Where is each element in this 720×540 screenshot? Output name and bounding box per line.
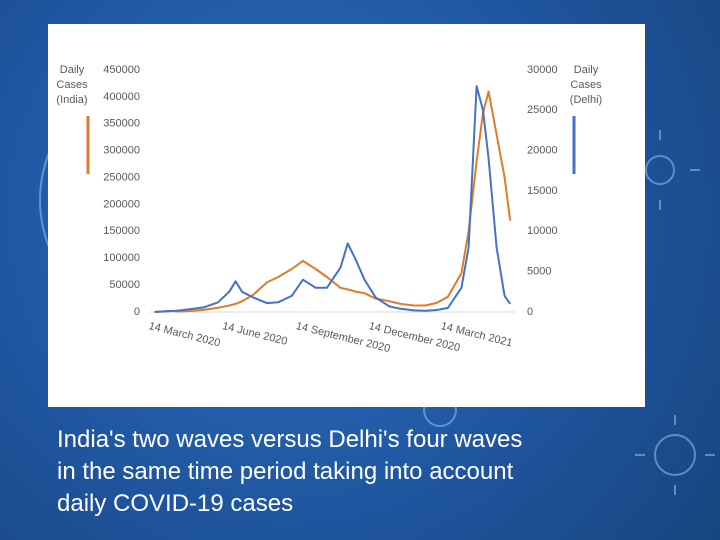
caption-line: in the same time period taking into acco…	[57, 458, 514, 485]
x-tick-label: 14 March 2020	[147, 320, 221, 349]
chart: 0500001000001500002000002500003000003500…	[56, 64, 602, 355]
y-tick-label: 450000	[103, 64, 140, 76]
y2-tick-label: 10000	[527, 225, 558, 237]
y-tick-label: 400000	[103, 91, 140, 103]
caption: India's two waves versus Delhi's four wa…	[57, 424, 522, 520]
y-tick-label: 350000	[103, 118, 140, 130]
y-tick-label: 150000	[103, 225, 140, 237]
series-line	[154, 85, 512, 313]
caption-line: India's two waves versus Delhi's four wa…	[57, 426, 523, 453]
y-axis-label: Cases	[56, 79, 88, 91]
y-tick-label: 100000	[103, 252, 140, 264]
y-tick-label: 300000	[103, 145, 140, 157]
y-tick-label: 250000	[103, 171, 140, 183]
y2-tick-label: 0	[527, 306, 533, 318]
y-axis-label: Daily	[60, 64, 85, 76]
caption-line: daily COVID-19 cases	[57, 490, 294, 517]
y2-tick-label: 20000	[527, 145, 558, 157]
y2-tick-label: 15000	[527, 185, 558, 197]
y-axis-label: (India)	[56, 94, 87, 106]
y2-tick-label: 30000	[527, 64, 558, 76]
x-tick-label: 14 June 2020	[221, 320, 289, 348]
y2-axis-label: Daily	[574, 64, 599, 76]
y2-axis-label: (Delhi)	[570, 94, 602, 106]
y2-axis-label: Cases	[570, 79, 602, 91]
y2-tick-label: 25000	[527, 104, 558, 116]
y2-tick-label: 5000	[527, 266, 551, 278]
y-tick-label: 200000	[103, 198, 140, 210]
y-tick-label: 0	[134, 306, 140, 318]
y-tick-label: 50000	[109, 279, 140, 291]
chart-card: 0 50000 100000 150000 200000 250000 300000 3500…	[48, 24, 645, 407]
